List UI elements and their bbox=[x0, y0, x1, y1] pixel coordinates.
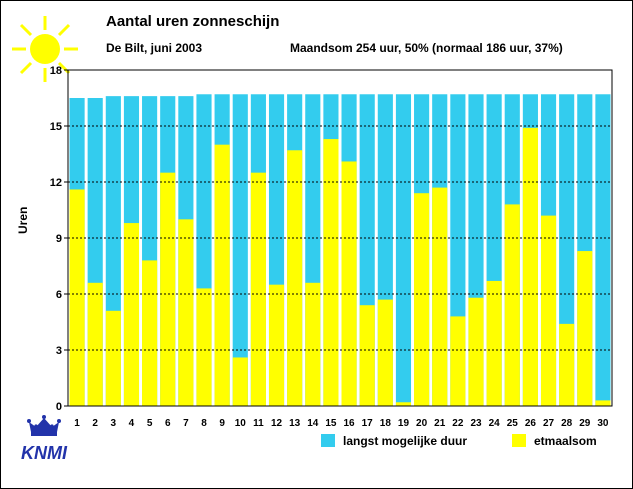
sun-icon bbox=[12, 16, 78, 82]
y-tick-label: 3 bbox=[56, 345, 62, 357]
gridlines bbox=[68, 125, 612, 351]
x-tick-label: 2 bbox=[92, 418, 98, 429]
bar-sunshine-18 bbox=[377, 299, 393, 406]
bar-sunshine-11 bbox=[250, 172, 266, 406]
x-tick-label: 16 bbox=[344, 418, 356, 429]
bar-sunshine-27 bbox=[540, 215, 557, 406]
x-tick-label: 19 bbox=[398, 418, 410, 429]
x-tick-label: 7 bbox=[183, 418, 189, 429]
x-tick-label: 3 bbox=[111, 418, 117, 429]
bar-sunshine-10 bbox=[232, 357, 248, 406]
x-tick-label: 11 bbox=[253, 418, 264, 429]
x-tick-label: 10 bbox=[235, 418, 247, 429]
x-tick-label: 4 bbox=[129, 418, 135, 429]
x-tick-label: 13 bbox=[289, 418, 301, 429]
knmi-logo: KNMI bbox=[21, 415, 68, 463]
y-tick-label: 9 bbox=[56, 233, 62, 245]
bar-sunshine-22 bbox=[450, 316, 466, 406]
bar-sunshine-8 bbox=[196, 288, 212, 406]
x-tick-label: 29 bbox=[579, 418, 591, 429]
legend-swatch-sunshine bbox=[512, 434, 526, 447]
chart-title: Aantal uren zonneschijn bbox=[106, 13, 280, 30]
x-tick-label: 9 bbox=[219, 418, 225, 429]
bar-sunshine-2 bbox=[87, 282, 103, 406]
bar-sunshine-25 bbox=[504, 204, 520, 406]
bar-max-duration-19 bbox=[395, 94, 412, 407]
month-summary: Maandsom 254 uur, 50% (normaal 186 uur, … bbox=[290, 41, 563, 55]
x-tick-label: 26 bbox=[525, 418, 537, 429]
bar-max-duration-30 bbox=[595, 94, 611, 407]
bar-sunshine-29 bbox=[577, 251, 593, 406]
y-tick-labels: 0 3 6 9 12 15 18 bbox=[50, 65, 68, 413]
x-tick-labels: 1 2 3 4 5 6 7 8 9 10 11 12 13 14 15 16 17 18 19 20 21 22 23 24 2… bbox=[74, 418, 609, 429]
x-tick-label: 8 bbox=[201, 418, 207, 429]
bar-sunshine-15 bbox=[323, 139, 339, 407]
x-tick-label: 14 bbox=[307, 418, 319, 429]
x-tick-label: 30 bbox=[597, 418, 609, 429]
bar-sunshine-16 bbox=[341, 161, 357, 406]
bar-sunshine-5 bbox=[142, 260, 158, 406]
x-tick-label: 28 bbox=[561, 418, 573, 429]
legend-label-sunshine: etmaalsom bbox=[534, 434, 597, 448]
x-tick-label: 27 bbox=[543, 418, 555, 429]
x-tick-label: 25 bbox=[507, 418, 519, 429]
chart-subtitle: De Bilt, juni 2003 bbox=[106, 41, 203, 55]
bar-sunshine-21 bbox=[432, 187, 448, 406]
bar-sunshine-24 bbox=[486, 280, 502, 406]
x-tick-label: 20 bbox=[416, 418, 428, 429]
bar-sunshine-20 bbox=[414, 193, 430, 406]
x-tick-label: 17 bbox=[362, 418, 374, 429]
x-tick-label: 15 bbox=[325, 418, 337, 429]
knmi-logo-text: KNMI bbox=[21, 443, 68, 463]
bar-sunshine-26 bbox=[522, 127, 538, 406]
bar-sunshine-4 bbox=[123, 223, 140, 406]
legend-label-max-duration: langst mogelijke duur bbox=[343, 434, 468, 448]
bar-sunshine-14 bbox=[305, 282, 321, 406]
bar-sunshine-3 bbox=[105, 310, 121, 406]
x-tick-label: 23 bbox=[470, 418, 482, 429]
x-tick-label: 18 bbox=[380, 418, 392, 429]
y-tick-label: 12 bbox=[50, 177, 62, 189]
bar-sunshine-17 bbox=[359, 305, 375, 406]
bar-sunshine-30 bbox=[595, 400, 611, 406]
bar-sunshine-9 bbox=[214, 144, 230, 406]
legend-swatch-max-duration bbox=[321, 434, 335, 447]
bar-sunshine-13 bbox=[287, 150, 303, 406]
x-tick-label: 5 bbox=[147, 418, 153, 429]
bar-sunshine-6 bbox=[160, 172, 176, 406]
x-tick-label: 21 bbox=[434, 418, 446, 429]
y-tick-label: 15 bbox=[50, 121, 62, 133]
y-tick-label: 6 bbox=[56, 289, 62, 301]
x-tick-label: 12 bbox=[271, 418, 283, 429]
x-tick-label: 1 bbox=[74, 418, 80, 429]
bar-sunshine-12 bbox=[268, 284, 285, 406]
bar-max-duration-10 bbox=[232, 94, 248, 407]
bar-sunshine-23 bbox=[468, 297, 484, 406]
y-tick-label: 18 bbox=[50, 65, 62, 77]
bar-sunshine-19 bbox=[395, 402, 412, 406]
x-tick-label: 22 bbox=[452, 418, 464, 429]
x-tick-label: 6 bbox=[165, 418, 171, 429]
bar-sunshine-1 bbox=[69, 189, 85, 406]
bar-sunshine-7 bbox=[178, 219, 194, 406]
series-sunshine bbox=[69, 127, 611, 407]
bar-sunshine-28 bbox=[559, 323, 575, 406]
x-tick-label: 24 bbox=[489, 418, 501, 429]
y-tick-label: 0 bbox=[56, 401, 62, 413]
